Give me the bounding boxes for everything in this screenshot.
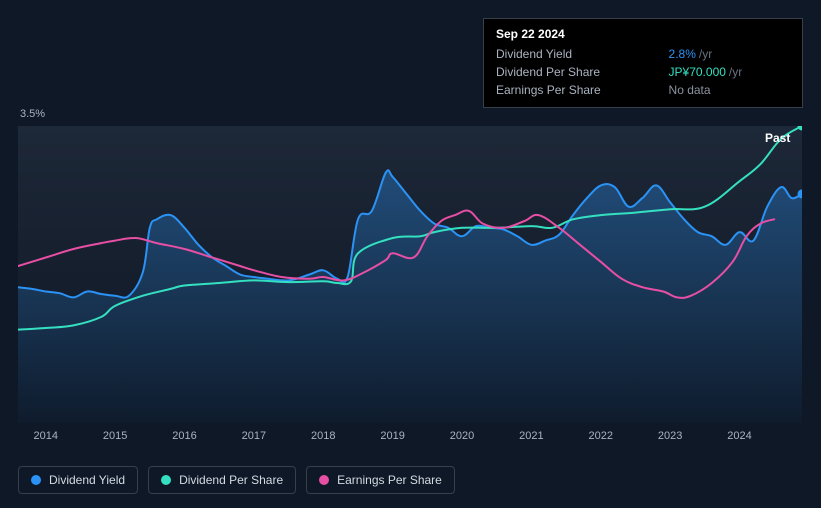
tooltip-table: Dividend Yield 2.8%/yr Dividend Per Shar… [496,45,790,99]
x-axis-tick: 2020 [450,430,474,442]
tooltip-label: Dividend Per Share [496,63,669,81]
x-axis-tick: 2018 [311,430,335,442]
legend-swatch-icon [31,475,41,485]
legend-label: Earnings Per Share [337,473,442,487]
x-axis-tick: 2014 [34,430,58,442]
tooltip-row: Earnings Per Share No data [496,81,790,99]
legend-swatch-icon [161,475,171,485]
x-axis-tick: 2017 [242,430,266,442]
legend-swatch-icon [319,475,329,485]
x-axis-tick: 2016 [172,430,196,442]
tooltip-row: Dividend Per Share JP¥70.000/yr [496,63,790,81]
tooltip-row: Dividend Yield 2.8%/yr [496,45,790,63]
x-axis-tick: 2015 [103,430,127,442]
tooltip-date: Sep 22 2024 [496,27,790,41]
tooltip-label: Earnings Per Share [496,81,669,99]
y-axis-max-label: 3.5% [20,108,45,120]
chart-plot-area[interactable] [18,126,802,423]
legend-label: Dividend Per Share [179,473,283,487]
chart-legend: Dividend Yield Dividend Per Share Earnin… [18,466,455,494]
x-axis-tick: 2021 [519,430,543,442]
x-axis-tick: 2024 [727,430,751,442]
dividend-chart: Sep 22 2024 Dividend Yield 2.8%/yr Divid… [0,0,821,508]
x-axis: 2014 2015 2016 2017 2018 2019 2020 2021 2022 2023… [18,430,802,446]
x-axis-tick: 2022 [589,430,613,442]
past-label: Past [765,131,790,145]
chart-tooltip: Sep 22 2024 Dividend Yield 2.8%/yr Divid… [483,18,803,108]
legend-item-earnings-per-share[interactable]: Earnings Per Share [306,466,455,494]
legend-item-dividend-yield[interactable]: Dividend Yield [18,466,138,494]
legend-label: Dividend Yield [49,473,125,487]
x-axis-tick: 2023 [658,430,682,442]
legend-item-dividend-per-share[interactable]: Dividend Per Share [148,466,296,494]
tooltip-value: 2.8%/yr [669,45,790,63]
tooltip-value: JP¥70.000/yr [669,63,790,81]
tooltip-value: No data [669,81,790,99]
x-axis-tick: 2019 [380,430,404,442]
tooltip-label: Dividend Yield [496,45,669,63]
